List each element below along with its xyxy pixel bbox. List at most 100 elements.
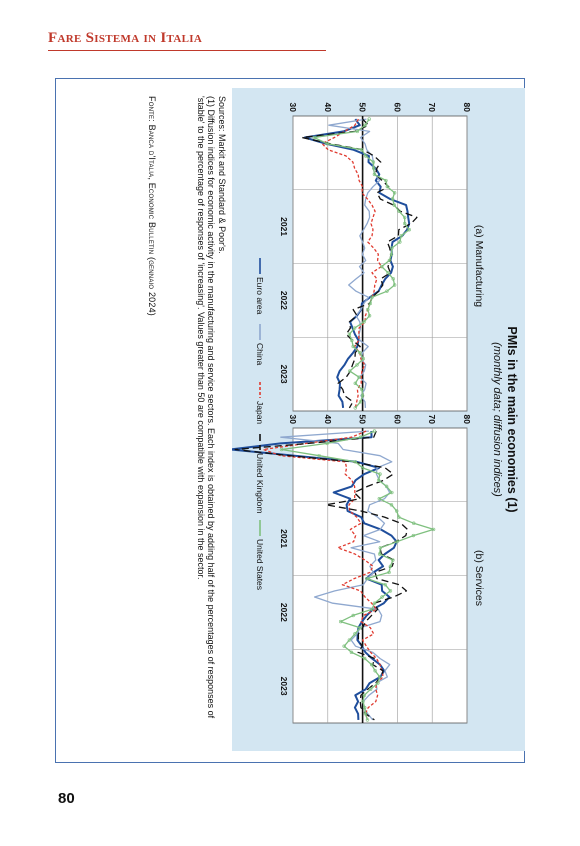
series-point xyxy=(361,699,365,704)
series-point xyxy=(338,619,343,624)
header-rule xyxy=(48,50,326,51)
series-point xyxy=(353,406,357,410)
series-point xyxy=(372,601,377,605)
series-point xyxy=(367,314,372,318)
series-point xyxy=(412,521,416,525)
series-point xyxy=(391,558,395,562)
series-point xyxy=(407,227,411,232)
legend-label: United States xyxy=(255,539,265,590)
series-point xyxy=(371,160,376,164)
series-point xyxy=(385,289,389,293)
series-point xyxy=(390,490,394,495)
series-point xyxy=(367,117,371,121)
y-tick-label: 50 xyxy=(358,103,368,113)
series-point xyxy=(378,472,382,476)
legend-label: Euro area xyxy=(255,277,265,315)
series-point xyxy=(362,705,367,710)
series-point xyxy=(383,583,387,587)
x-tick-label: 2021 xyxy=(279,217,289,236)
y-tick-label: 70 xyxy=(427,415,437,425)
series-point xyxy=(358,400,363,404)
note-line-1: (1) Diffusion indices for economic activ… xyxy=(206,96,217,719)
y-tick-label: 60 xyxy=(392,415,402,425)
x-tick-label: 2023 xyxy=(279,677,289,696)
x-tick-label: 2021 xyxy=(279,529,289,548)
series-point xyxy=(312,135,316,140)
series-point xyxy=(411,533,416,538)
series-point xyxy=(360,393,365,398)
x-tick-label: 2022 xyxy=(279,291,289,310)
series-point xyxy=(376,681,380,685)
series-point xyxy=(372,166,376,170)
x-tick-label: 2023 xyxy=(279,365,289,384)
series-point xyxy=(388,564,393,568)
series-point xyxy=(365,576,369,581)
series-point xyxy=(398,240,402,244)
series-point xyxy=(378,546,383,550)
series-point xyxy=(390,197,395,201)
series-point xyxy=(385,184,390,189)
series-point xyxy=(392,203,396,207)
series-point xyxy=(384,178,388,183)
series-point xyxy=(355,363,359,367)
series-point xyxy=(370,295,374,300)
series-point xyxy=(380,595,384,599)
y-tick-label: 60 xyxy=(392,103,402,113)
y-tick-label: 30 xyxy=(288,415,298,425)
series-point xyxy=(351,613,355,618)
series-point xyxy=(395,509,399,513)
series-point xyxy=(325,441,329,446)
sources-text: Sources: Markit and Standard & Poor's. xyxy=(217,96,227,254)
series-point xyxy=(377,496,382,501)
rotated-figure: PMIs in the main economies (1) (monthly … xyxy=(85,88,525,751)
series-point xyxy=(377,552,382,556)
series-point xyxy=(358,435,363,439)
y-tick-label: 70 xyxy=(427,103,437,113)
series-point xyxy=(353,460,357,464)
y-tick-label: 80 xyxy=(462,415,472,425)
series-point xyxy=(387,258,392,263)
series-point xyxy=(342,644,346,648)
series-point xyxy=(363,123,367,127)
header-title: Fare Sistema in Italia xyxy=(48,30,203,46)
series-point xyxy=(360,387,364,392)
series-point xyxy=(372,429,377,433)
legend-label: China xyxy=(255,343,265,365)
series-line xyxy=(301,118,418,409)
series-point xyxy=(390,246,394,250)
series-point xyxy=(397,515,401,519)
series-point xyxy=(431,527,436,532)
series-point xyxy=(369,662,374,667)
series-point xyxy=(353,381,357,386)
series-point xyxy=(384,484,389,489)
series-point xyxy=(395,539,399,544)
series-point xyxy=(389,503,394,507)
x-tick-label: 2022 xyxy=(279,603,289,622)
series-point xyxy=(363,712,368,716)
series-point xyxy=(366,307,370,312)
series-point xyxy=(317,453,321,458)
series-point xyxy=(388,589,393,593)
figure-notes: Sources: Markit and Standard & Poor's. (… xyxy=(196,96,227,736)
series-point xyxy=(362,320,366,324)
y-tick-label: 80 xyxy=(462,103,472,113)
series-point xyxy=(358,626,362,630)
series-point xyxy=(403,221,407,226)
series-point xyxy=(399,234,403,238)
series-point xyxy=(357,375,361,379)
series-point xyxy=(377,675,382,679)
series-point xyxy=(365,718,370,722)
series-point xyxy=(353,632,357,636)
y-tick-label: 50 xyxy=(358,415,368,425)
y-tick-label: 30 xyxy=(288,103,298,113)
series-point xyxy=(360,148,364,152)
series-point xyxy=(376,478,381,482)
series-point xyxy=(279,447,284,452)
series-point xyxy=(364,154,368,158)
series-point xyxy=(392,283,397,287)
series-point xyxy=(349,650,354,655)
series-point xyxy=(361,357,365,361)
series-point xyxy=(372,172,377,177)
series-point xyxy=(362,693,367,698)
source-text: Fonte: Banca d'Italia, Economic Bulletin… xyxy=(147,96,157,316)
